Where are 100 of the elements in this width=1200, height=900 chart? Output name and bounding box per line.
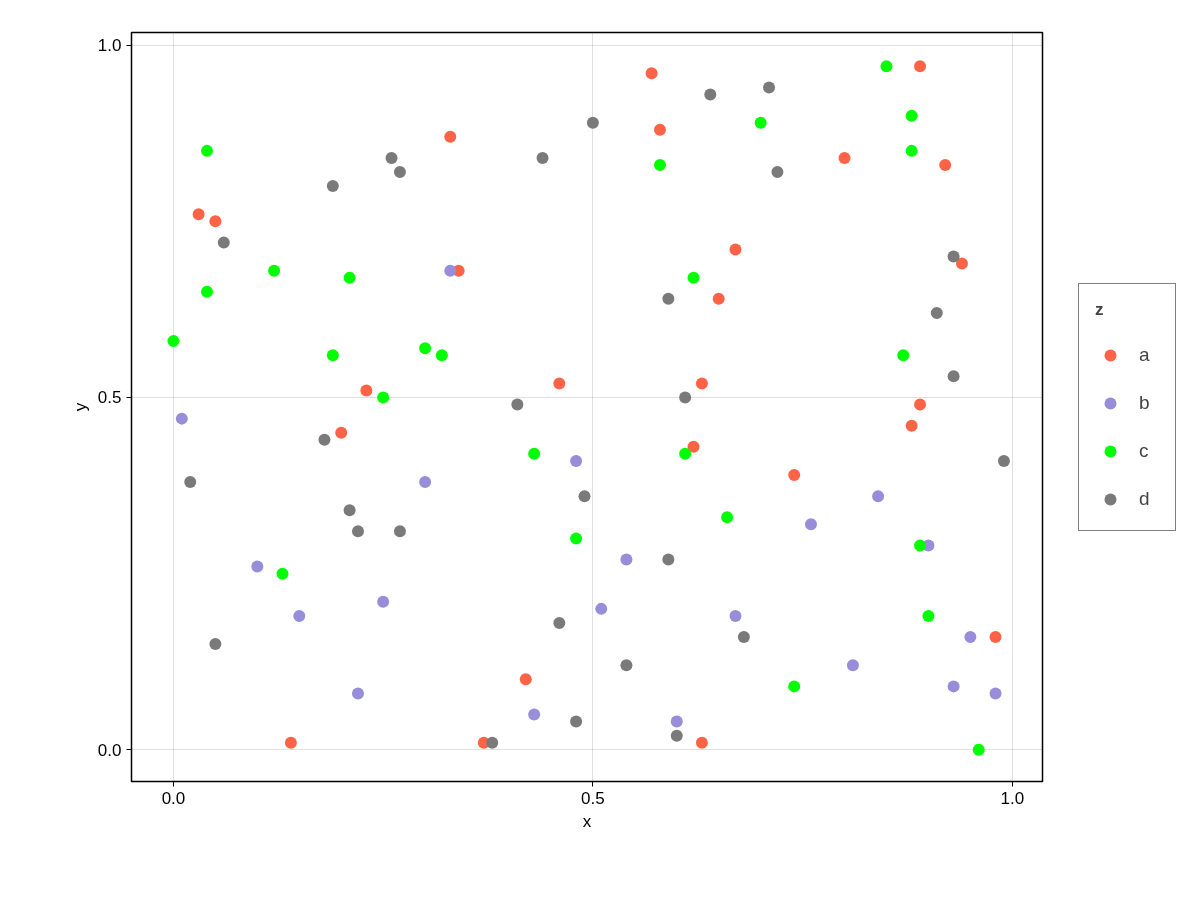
legend-label: d [1139, 487, 1151, 510]
point [905, 419, 918, 432]
point [393, 525, 406, 538]
point [695, 736, 708, 749]
x-tick-label: 0.0 [161, 788, 186, 808]
point [687, 440, 700, 453]
point [351, 687, 364, 700]
x-tick-label: 0.5 [581, 788, 605, 808]
point [679, 391, 692, 404]
point [553, 377, 566, 390]
point [788, 680, 801, 693]
point [838, 151, 851, 164]
point [645, 67, 658, 80]
point [326, 180, 339, 193]
point [737, 631, 750, 644]
point [712, 292, 725, 305]
point [377, 595, 390, 608]
point [997, 454, 1010, 467]
point [335, 426, 348, 439]
point [419, 476, 432, 489]
legend-label: a [1139, 343, 1151, 366]
point [729, 243, 742, 256]
point [880, 60, 893, 73]
point [318, 433, 331, 446]
legend-label: c [1139, 439, 1150, 462]
point [326, 349, 339, 362]
point [570, 532, 583, 545]
point [662, 292, 675, 305]
point [914, 60, 927, 73]
point [570, 715, 583, 728]
point [343, 504, 356, 517]
point [217, 236, 230, 249]
point [804, 518, 817, 531]
point [167, 335, 180, 348]
point [511, 398, 524, 411]
point [377, 391, 390, 404]
point [175, 412, 188, 425]
point [620, 659, 633, 672]
point [788, 469, 801, 481]
point [553, 616, 566, 629]
point [293, 609, 306, 622]
point [360, 384, 373, 397]
point [435, 349, 448, 362]
point [989, 631, 1002, 644]
point [939, 158, 952, 171]
point [687, 271, 700, 284]
point [947, 370, 960, 383]
point [385, 151, 398, 164]
y-tick-label: 1.0 [97, 36, 122, 56]
point [721, 511, 734, 524]
point [679, 447, 692, 460]
point [570, 454, 583, 467]
point [268, 264, 281, 277]
point [846, 659, 859, 672]
point [419, 342, 432, 355]
point [528, 447, 541, 460]
point [670, 729, 683, 742]
point [209, 215, 222, 228]
point [989, 687, 1002, 700]
point [704, 88, 717, 101]
y-axis-title: y [70, 402, 90, 412]
point [284, 736, 297, 749]
point [251, 560, 264, 573]
point [897, 349, 910, 362]
point [955, 257, 968, 270]
point [872, 490, 885, 503]
legend-label: b [1139, 391, 1151, 414]
point [914, 398, 927, 411]
point [586, 116, 599, 129]
point [444, 264, 457, 277]
point [201, 285, 213, 298]
point [771, 166, 784, 178]
y-tick-label: 0.5 [97, 388, 122, 408]
point [763, 81, 776, 94]
point [695, 377, 708, 390]
point [653, 123, 666, 136]
point [754, 116, 767, 129]
point [670, 715, 683, 728]
point [905, 109, 918, 122]
point [192, 208, 205, 221]
x-axis-title: x [582, 811, 592, 831]
point [444, 130, 457, 143]
point [528, 708, 541, 721]
point [578, 490, 591, 503]
y-tick-label: 0.0 [97, 740, 122, 760]
point [209, 638, 222, 651]
point [201, 144, 213, 157]
point [964, 631, 977, 644]
point [351, 525, 364, 538]
x-tick-label: 1.0 [1000, 788, 1025, 808]
point [947, 250, 960, 263]
point [276, 567, 289, 580]
point [486, 736, 499, 749]
legend-title: z [1095, 299, 1105, 320]
point [536, 151, 549, 164]
point [519, 673, 532, 686]
point [343, 271, 356, 284]
point [930, 306, 943, 319]
point [184, 476, 197, 489]
point [595, 602, 608, 615]
